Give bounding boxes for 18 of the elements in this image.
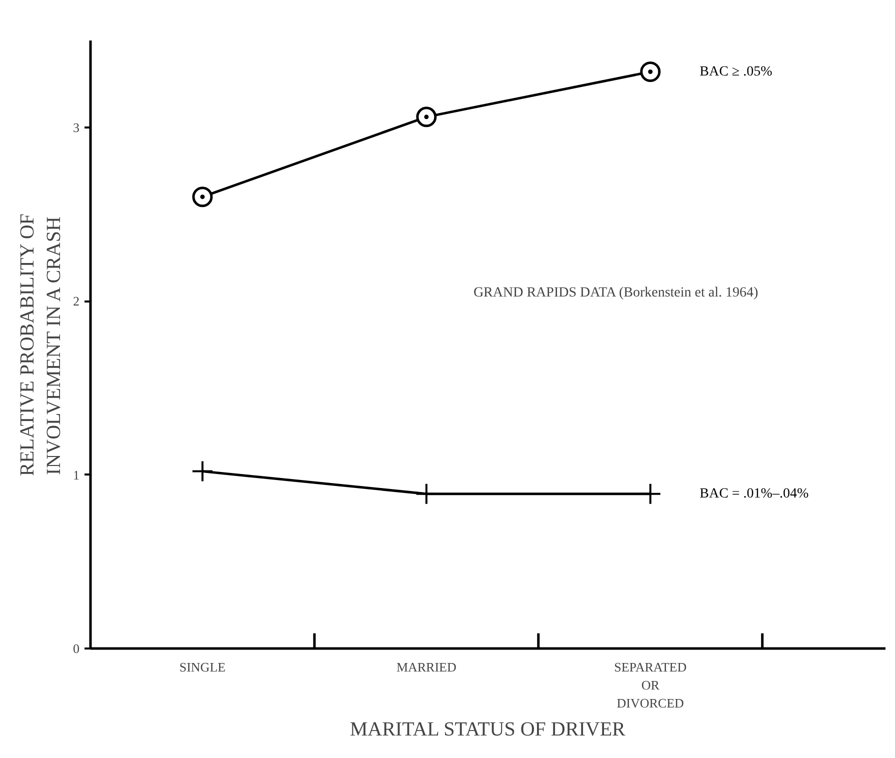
text: BAC ≥ .05% bbox=[700, 64, 773, 80]
x-tick-label: MARRIED bbox=[396, 660, 456, 674]
point bbox=[639, 482, 662, 505]
x-axis-title: MARITAL STATUS OF DRIVER bbox=[350, 718, 626, 740]
y-tick-label: 1 bbox=[73, 467, 80, 482]
x-tick-label: SEPARATED OR DIVORCED bbox=[614, 660, 687, 710]
point bbox=[415, 482, 438, 505]
point bbox=[640, 62, 661, 82]
text: BAC = .01%–.04% bbox=[700, 486, 809, 502]
point bbox=[192, 186, 213, 208]
y-tick-label: 0 bbox=[73, 641, 80, 656]
point bbox=[416, 106, 437, 128]
y-tick-label: 3 bbox=[73, 120, 80, 135]
y-axis-title: RELATIVE PROBABILITY OF INVOLVEMENT IN A CRASH bbox=[16, 214, 65, 476]
x-tick-label: SINGLE bbox=[179, 660, 226, 674]
y-tick-label: 2 bbox=[73, 294, 80, 309]
point bbox=[191, 460, 214, 482]
annotation: GRAND RAPIDS DATA (Borkenstein et al. 1964) bbox=[473, 285, 758, 300]
